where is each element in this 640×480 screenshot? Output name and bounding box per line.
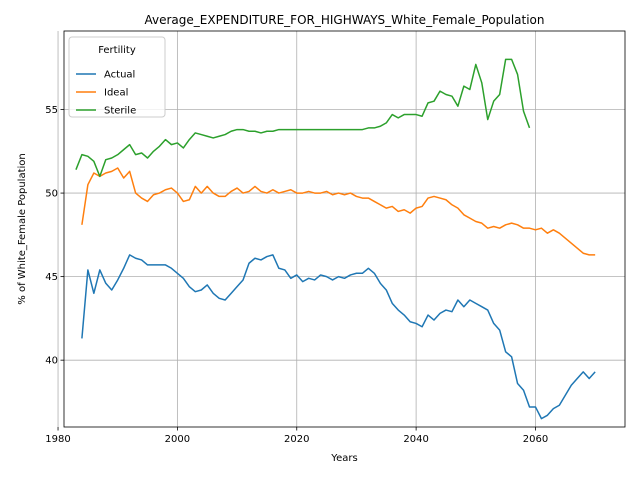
series-line-sterile xyxy=(75,58,531,178)
x-tick-label: 2020 xyxy=(284,434,309,445)
x-tick-label: 1980 xyxy=(45,434,70,445)
legend-box xyxy=(68,36,166,118)
legend: Fertility Actual Ideal Sterile xyxy=(68,36,166,118)
y-axis-title: % of White_Female Population xyxy=(17,153,28,304)
y-tick-label: 50 xyxy=(45,189,58,200)
legend-label-sterile: Sterile xyxy=(104,106,136,117)
y-tick-label: 45 xyxy=(45,272,58,283)
plot-frame xyxy=(63,30,626,428)
series-layer xyxy=(75,58,596,420)
x-tick-label: 2040 xyxy=(403,434,428,445)
legend-label-ideal: Ideal xyxy=(104,88,128,99)
y-tick-label: 40 xyxy=(45,356,58,367)
legend-title: Fertility xyxy=(98,45,136,56)
x-axis-title: Years xyxy=(330,453,357,464)
series-line-actual xyxy=(81,254,596,420)
x-axis: 1980 2000 2020 2040 2060 xyxy=(45,427,548,445)
y-tick-label: 55 xyxy=(45,105,58,116)
legend-label-actual: Actual xyxy=(104,70,135,81)
x-tick-label: 2000 xyxy=(165,434,190,445)
series-line-ideal xyxy=(81,167,596,256)
chart-title: Average_EXPENDITURE_FOR_HIGHWAYS_White_F… xyxy=(144,13,544,27)
y-axis: 40 45 50 55 xyxy=(45,105,64,367)
x-tick-label: 2060 xyxy=(523,434,548,445)
